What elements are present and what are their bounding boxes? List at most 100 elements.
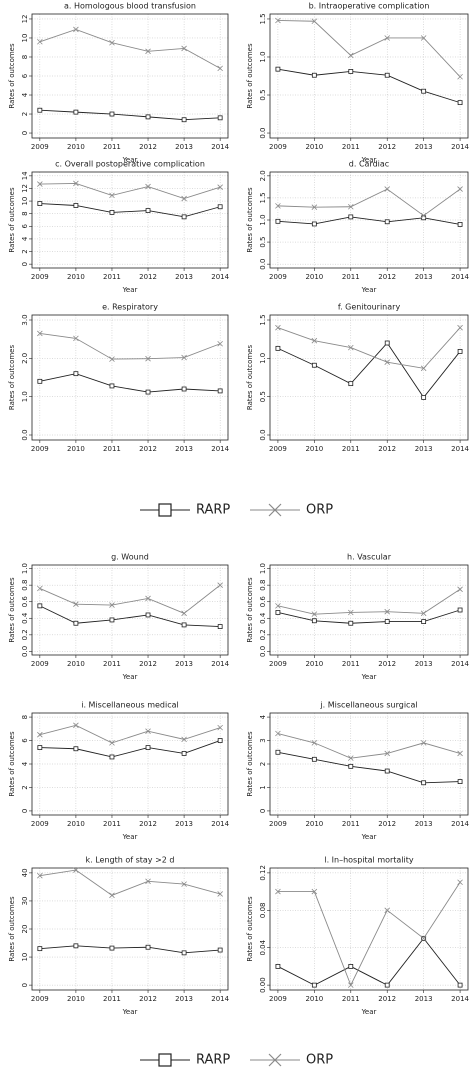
marker-x [457, 586, 463, 593]
x-tick-label: 2010 [67, 445, 85, 453]
marker-square [384, 619, 390, 624]
series-line [277, 188, 461, 217]
legend-marker [268, 503, 282, 517]
y-axis-label: Rates of outcomes [8, 345, 16, 411]
y-tick-label: 1.0 [259, 51, 267, 62]
series-line [39, 203, 221, 218]
x-tick-label: 2011 [103, 143, 121, 151]
x-tick-label: 2012 [139, 660, 157, 668]
plot-frame [31, 867, 229, 991]
marker-square [348, 763, 354, 769]
x-tick-label: 2014 [451, 273, 469, 281]
marker-square [73, 203, 79, 208]
marker-square [73, 746, 79, 752]
x-tick-label: 2011 [103, 660, 121, 668]
marker-x [348, 203, 354, 210]
series-line [39, 109, 221, 121]
x-tick-label: 2011 [342, 995, 360, 1003]
marker-square [311, 756, 317, 762]
y-tick-label: 0.0 [259, 259, 267, 270]
marker-square [217, 947, 223, 953]
x-tick-label: 2010 [305, 820, 323, 828]
y-tick-label: 10 [21, 197, 29, 206]
marker-square [37, 378, 43, 384]
y-tick-label: 1.5 [259, 192, 267, 203]
marker-x [348, 755, 354, 761]
marker-x [73, 180, 79, 187]
y-axis-label: Rates of outcomes [246, 731, 254, 797]
marker-square [217, 115, 223, 121]
y-tick-label: 40 [21, 868, 29, 877]
marker-square [37, 603, 43, 609]
x-tick-label: 2012 [139, 273, 157, 281]
x-axis-label: Year [361, 833, 377, 841]
marker-square [73, 109, 79, 115]
y-axis-label: Rates of outcomes [246, 896, 254, 962]
marker-x [73, 26, 79, 33]
marker-x [217, 340, 223, 347]
marker-square [217, 388, 223, 394]
marker-square [421, 88, 427, 94]
x-tick-label: 2011 [103, 995, 121, 1003]
y-tick-label: 0.00 [259, 977, 267, 993]
x-tick-label: 2010 [305, 273, 323, 281]
legend-label: RARP [196, 1053, 230, 1068]
x-tick-label: 2010 [305, 995, 323, 1003]
x-tick-label: 2009 [31, 995, 49, 1003]
y-tick-label: 0.2 [21, 629, 29, 640]
y-tick-label: 2 [259, 762, 267, 766]
x-tick-label: 2009 [269, 820, 287, 828]
x-tick-label: 2009 [31, 273, 49, 281]
y-tick-label: 3 [259, 738, 267, 742]
y-tick-label: 6 [21, 73, 29, 78]
marker-square [384, 219, 390, 225]
marker-square [37, 201, 43, 206]
x-tick-label: 2009 [269, 445, 287, 453]
marker-square [457, 779, 463, 784]
x-tick-label: 2012 [378, 995, 396, 1003]
marker-x [145, 355, 151, 362]
marker-x [37, 872, 43, 879]
y-tick-label: 0 [259, 809, 267, 813]
chart-title: b. Intraoperative complication [309, 2, 430, 11]
y-tick-label: 0.0 [259, 646, 267, 657]
y-tick-label: 20 [21, 925, 29, 934]
marker-square [311, 618, 317, 624]
chart-title: e. Respiratory [102, 303, 158, 312]
chart-title: c. Overall postoperative complication [55, 160, 205, 169]
y-axis-label: Rates of outcomes [246, 577, 254, 643]
marker-square [384, 768, 390, 774]
x-tick-label: 2014 [211, 660, 229, 668]
marker-square [37, 946, 43, 952]
marker-x [181, 881, 187, 887]
marker-x [109, 602, 115, 608]
marker-x [37, 181, 43, 187]
x-tick-label: 2013 [415, 273, 433, 281]
y-tick-label: 0.0 [259, 429, 267, 440]
x-tick-label: 2009 [269, 660, 287, 668]
marker-square [275, 66, 281, 72]
x-tick-label: 2009 [269, 143, 287, 151]
y-tick-label: 12 [21, 184, 29, 193]
chart-title: h. Vascular [347, 553, 392, 562]
marker-x [181, 354, 187, 361]
y-tick-label: 1.0 [259, 563, 267, 574]
y-tick-label: 0 [21, 262, 29, 266]
x-tick-label: 2014 [211, 445, 229, 453]
x-tick-label: 2009 [31, 143, 49, 151]
x-tick-label: 2013 [415, 995, 433, 1003]
x-tick-label: 2013 [415, 445, 433, 453]
marker-square [421, 780, 427, 786]
y-axis-label: Rates of outcomes [8, 43, 16, 109]
x-tick-label: 2010 [67, 273, 85, 281]
marker-x [384, 359, 390, 365]
y-axis-label: Rates of outcomes [8, 187, 16, 253]
marker-x [73, 722, 79, 729]
x-axis-label: Year [361, 286, 377, 294]
marker-x [217, 582, 223, 588]
y-tick-label: 0 [21, 983, 29, 987]
x-tick-label: 2012 [378, 820, 396, 828]
marker-x [457, 879, 463, 886]
marker-x [457, 186, 463, 192]
